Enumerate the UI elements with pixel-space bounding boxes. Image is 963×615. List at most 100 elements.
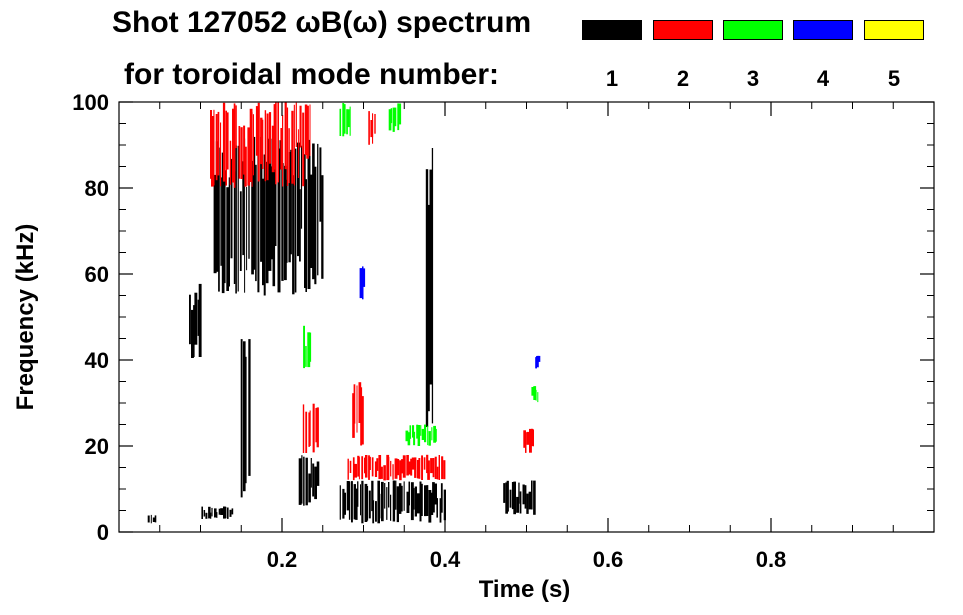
spectral-streak: [273, 104, 276, 170]
spectral-streak: [302, 404, 305, 453]
spectral-streak: [221, 152, 225, 294]
spectral-streak: [360, 387, 363, 446]
spectral-feature-mode-1: [147, 514, 157, 524]
spectral-streak: [431, 427, 433, 441]
spectral-streak: [519, 491, 522, 514]
spectral-streak: [408, 461, 411, 475]
spectral-streak: [529, 428, 532, 453]
spectral-streak: [420, 483, 423, 516]
spectral-streak: [232, 108, 235, 183]
spectral-streak: [309, 410, 311, 446]
spectral-streak: [388, 109, 392, 131]
spectral-streak: [386, 487, 388, 520]
spectral-streak: [225, 110, 227, 186]
spectral-streak: [227, 507, 229, 519]
spectral-streak: [304, 104, 308, 155]
spectral-streak: [429, 169, 433, 385]
spectral-streak: [321, 175, 324, 279]
spectral-streak: [270, 166, 273, 260]
spectral-streak: [438, 455, 440, 480]
spectral-streak: [364, 483, 368, 522]
spectral-streak: [314, 166, 317, 285]
axis-ticks: [119, 101, 934, 533]
spectral-feature-mode-2: [347, 454, 446, 481]
spectral-streak: [369, 456, 371, 470]
spectral-streak: [396, 486, 399, 523]
spectral-streak: [436, 466, 439, 480]
spectral-streak: [339, 108, 342, 136]
spectral-streak: [312, 463, 315, 497]
spectral-streak: [523, 430, 526, 448]
spectral-streak: [305, 346, 307, 367]
spectral-streak: [388, 482, 390, 508]
spectral-streak: [524, 485, 527, 509]
spectral-streak: [242, 161, 245, 256]
spectral-streak: [189, 294, 191, 345]
spectral-feature-mode-1: [201, 506, 234, 519]
spectral-streak: [271, 125, 275, 173]
spectral-streak: [432, 482, 435, 513]
spectral-streak: [248, 339, 251, 476]
spectral-streak: [531, 387, 534, 396]
spectral-streak: [426, 204, 430, 412]
spectral-streak: [210, 512, 212, 519]
spectral-streak: [317, 143, 319, 276]
spectral-streak: [274, 136, 277, 246]
spectral-streak: [398, 483, 402, 514]
spectral-streak: [360, 272, 362, 292]
spectral-streak: [374, 461, 378, 477]
spectral-streak: [352, 393, 355, 438]
spectral-streak: [297, 129, 299, 178]
spectral-streak: [281, 163, 284, 281]
legend-label-mode-5: 5: [887, 66, 901, 91]
spectral-streak: [249, 108, 253, 182]
legend-swatch-mode-2: [653, 20, 713, 40]
spectral-streak: [434, 428, 437, 442]
spectral-streak: [368, 455, 370, 480]
spectral-streak: [197, 299, 200, 336]
y-tick-label: 0: [97, 520, 109, 545]
spectral-streak: [229, 140, 232, 185]
spectral-streak: [372, 500, 375, 524]
series-mode-3: [303, 103, 539, 446]
spectral-streak: [526, 431, 530, 445]
spectral-streak: [262, 178, 265, 286]
spectral-streak: [193, 305, 195, 357]
spectral-streak: [392, 464, 394, 480]
spectral-streak: [301, 455, 303, 504]
spectral-streak: [361, 396, 364, 445]
spectral-streak: [305, 179, 307, 292]
spectral-streak: [371, 457, 374, 477]
spectral-feature-mode-3: [388, 103, 402, 132]
spectral-streak: [243, 341, 246, 492]
spectral-streak: [423, 457, 426, 470]
spectral-feature-mode-3: [303, 325, 312, 369]
spectral-streak: [288, 152, 291, 263]
spectral-streak: [224, 506, 227, 519]
spectral-streak: [431, 148, 434, 424]
legend-label-mode-1: 1: [605, 66, 619, 91]
legend-label-mode-3: 3: [746, 66, 760, 91]
spectral-streak: [284, 165, 287, 281]
spectral-streak: [253, 136, 256, 270]
spectral-feature-mode-3: [405, 424, 437, 446]
spectral-streak: [247, 127, 251, 186]
spectral-streak: [238, 126, 241, 179]
spectral-streak: [248, 162, 250, 259]
spectral-streak: [443, 489, 446, 521]
spectral-streak: [343, 492, 346, 515]
spectral-streak: [239, 191, 242, 271]
spectral-feature-mode-3: [531, 386, 539, 403]
spectral-streak: [286, 107, 289, 186]
spectral-streak: [154, 515, 157, 523]
spectral-streak: [381, 481, 384, 522]
spectral-streak: [263, 154, 266, 296]
spectral-streak: [235, 105, 237, 149]
legend-swatch-mode-3: [723, 20, 783, 40]
spectral-streak: [268, 138, 272, 271]
spectral-streak: [364, 457, 366, 474]
spectral-streak: [358, 382, 362, 423]
spectral-streak: [299, 189, 301, 262]
spectral-streak: [371, 480, 374, 512]
spectral-streak: [379, 493, 381, 519]
